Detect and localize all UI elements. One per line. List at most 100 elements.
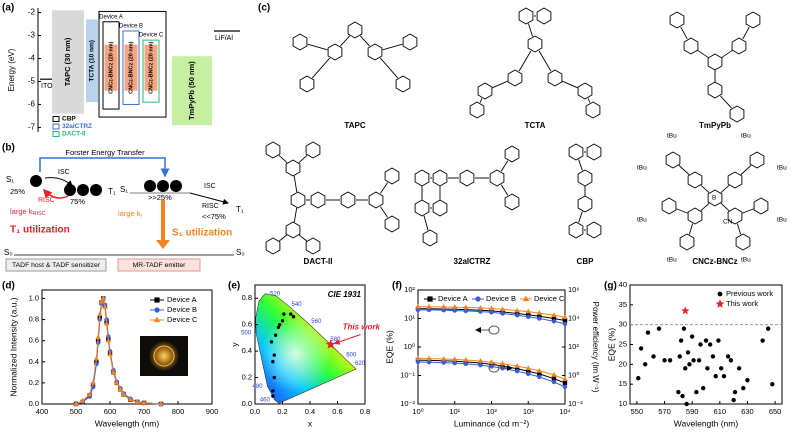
marker — [426, 303, 432, 309]
ring — [368, 191, 384, 209]
bond — [518, 50, 532, 72]
marker — [680, 393, 685, 399]
panel-label: (b) — [2, 143, 15, 154]
rate-label: large kRISC — [10, 207, 46, 217]
marker — [478, 309, 483, 314]
marker — [441, 303, 447, 309]
x-tick-label: 800 — [172, 407, 185, 416]
ring — [384, 167, 400, 185]
bond — [307, 43, 328, 51]
plot-frame — [629, 284, 783, 405]
x-tick-label: 10⁴ — [559, 407, 571, 416]
y-tick-label: -2 — [28, 8, 36, 17]
marker — [102, 303, 108, 309]
marker — [477, 304, 484, 310]
marker — [415, 307, 421, 313]
bond — [360, 35, 370, 47]
legend-label: Device A — [167, 295, 197, 304]
risc-label: RISC — [202, 203, 219, 210]
bond — [380, 182, 388, 194]
x-tick-label: 550 — [631, 407, 644, 416]
marker — [685, 350, 691, 355]
box-label: TADF host & TADF sensitizer — [12, 262, 101, 269]
bond — [742, 208, 754, 214]
ring — [422, 229, 438, 247]
marker — [441, 308, 446, 313]
y-tick-label: 0.4 — [242, 346, 252, 355]
y2-tick-label: 10⁻² — [568, 399, 583, 408]
molecule-label: CNCz-BNCz — [692, 257, 737, 266]
wavelength-label: 520 — [270, 291, 281, 297]
share-label: 25% — [10, 187, 25, 196]
atom-label: tBu — [741, 133, 751, 140]
layer-label: TmPyPb (50 nm) — [187, 61, 196, 120]
host-box — [5, 258, 107, 272]
marker — [120, 391, 127, 397]
ring — [727, 171, 743, 189]
atom-label: B — [712, 195, 716, 202]
marker — [463, 361, 469, 367]
ring — [679, 233, 695, 251]
ring — [727, 207, 743, 225]
annotation: This work — [343, 323, 381, 332]
marker — [725, 354, 731, 359]
ring — [568, 143, 584, 161]
molecule-label: TCTA — [525, 121, 546, 130]
risc-arrow — [42, 188, 69, 199]
bond — [721, 50, 733, 58]
y-tick-label: 0.0 — [29, 399, 39, 408]
y-axis-title: y — [229, 342, 239, 347]
atom-label: tBu — [637, 165, 647, 172]
ring — [577, 82, 593, 100]
marker — [656, 326, 662, 331]
ring — [459, 169, 475, 187]
marker — [100, 295, 106, 301]
marker — [537, 374, 542, 380]
marker — [452, 304, 458, 309]
marker — [141, 399, 147, 405]
panel-label: (f) — [392, 281, 402, 292]
ring — [687, 207, 703, 225]
y-tick-label: 15 — [619, 379, 627, 388]
marker — [415, 359, 421, 365]
emitter-box — [117, 258, 201, 272]
atom-label: tBu — [667, 257, 677, 264]
singlet-exciton — [157, 180, 169, 192]
energy-transfer-arrow — [39, 157, 170, 178]
plot-frame — [41, 289, 213, 405]
marker — [719, 366, 724, 371]
bond — [340, 35, 350, 47]
y-tick-label: -3 — [28, 31, 36, 40]
ring — [305, 141, 321, 159]
ring — [735, 233, 751, 251]
ring — [504, 193, 520, 211]
emitter-level — [124, 44, 138, 91]
ring — [707, 189, 723, 207]
isc-line — [189, 192, 229, 205]
panel-label: (a) — [2, 3, 14, 14]
marker — [514, 363, 520, 368]
share-label: >>25% — [148, 193, 172, 202]
chart-title: CIE 1931 — [328, 290, 362, 299]
layer-label: TAPC (30 nm) — [63, 37, 72, 86]
emitter-label: CNCz-BNCz (20 nm) — [108, 41, 114, 93]
marker — [676, 389, 681, 395]
x-tick-label: 600 — [104, 407, 117, 416]
data-point — [271, 394, 275, 398]
x-tick-label: 10² — [486, 407, 497, 416]
wavelength-label: 540 — [292, 302, 303, 308]
marker — [514, 369, 520, 374]
marker — [703, 338, 709, 343]
legend-label: DACT-II — [62, 131, 86, 138]
marker — [93, 355, 100, 361]
transfer-title: Forster Energy Transfer — [65, 148, 145, 157]
x-tick-label: 0.4 — [305, 407, 315, 416]
ring — [265, 141, 281, 159]
marker — [526, 314, 531, 319]
ring — [292, 33, 308, 51]
ring — [327, 43, 343, 61]
y-tick-label: 0.8 — [242, 293, 252, 302]
ring — [395, 75, 411, 93]
marker — [770, 381, 775, 387]
marker — [651, 354, 656, 359]
